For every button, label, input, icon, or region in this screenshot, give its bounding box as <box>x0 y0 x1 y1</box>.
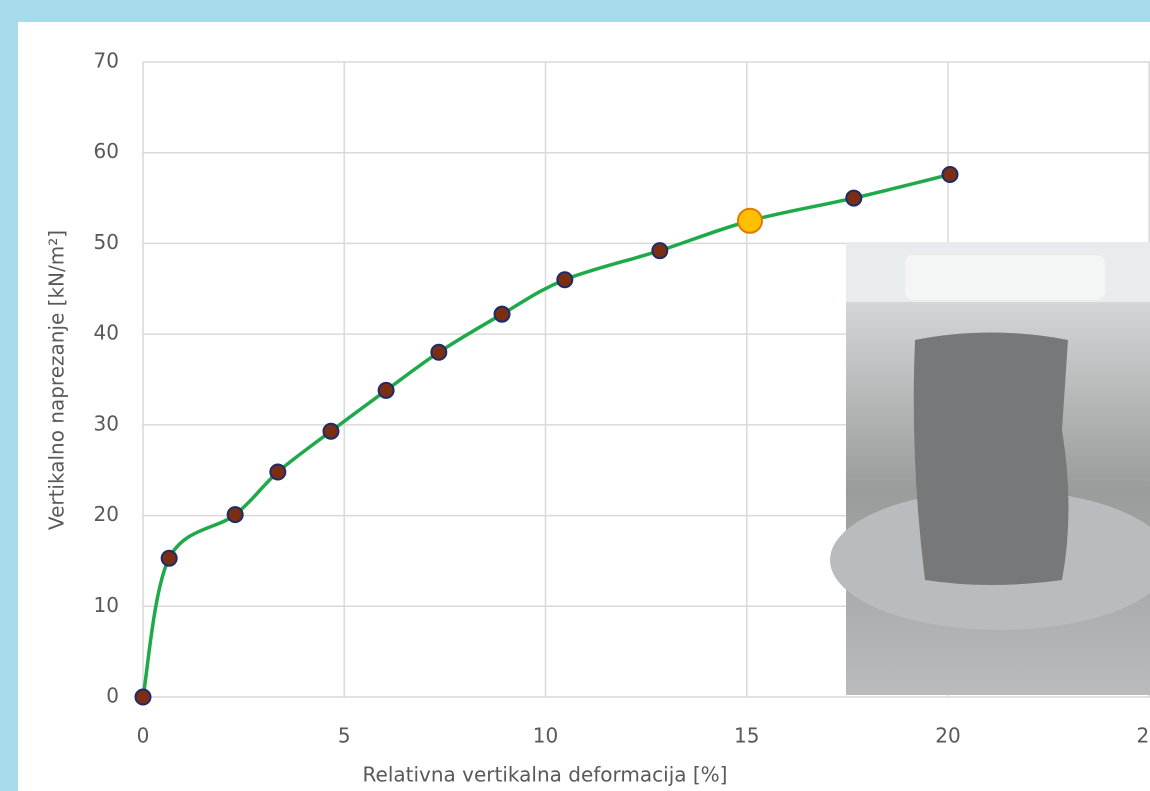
data-marker <box>943 167 958 182</box>
photo-press <box>905 255 1105 300</box>
data-marker <box>495 307 510 322</box>
highlighted-marker <box>738 209 762 233</box>
data-marker <box>136 690 151 705</box>
data-marker <box>846 191 861 206</box>
data-marker <box>557 272 572 287</box>
y-axis-label: Vertikalno naprezanje [kN/m²] <box>45 230 69 530</box>
y-tick-label: 10 <box>94 593 119 617</box>
x-tick-label: 0 <box>137 724 150 748</box>
chart: Relativna vertikalna deformacija [%] Ver… <box>0 0 1150 791</box>
x-tick-label: 20 <box>935 724 960 748</box>
y-tick-label: 70 <box>94 49 119 73</box>
data-marker <box>379 383 394 398</box>
x-tick-label: 15 <box>734 724 759 748</box>
x-tick-label: 5 <box>338 724 351 748</box>
x-tick-label: 10 <box>533 724 558 748</box>
y-tick-label: 60 <box>94 139 119 163</box>
x-axis-label: Relativna vertikalna deformacija [%] <box>363 763 728 787</box>
photo-inset <box>830 242 1150 695</box>
y-tick-label: 40 <box>94 321 119 345</box>
y-tick-label: 50 <box>94 230 119 254</box>
data-marker <box>323 424 338 439</box>
x-tick-label: 25 <box>1137 724 1150 748</box>
data-marker <box>270 465 285 480</box>
data-marker <box>652 243 667 258</box>
y-tick-label: 0 <box>106 684 119 708</box>
y-tick-label: 30 <box>94 411 119 435</box>
page: Relativna vertikalna deformacija [%] Ver… <box>0 0 1150 791</box>
data-marker <box>162 551 177 566</box>
y-tick-label: 20 <box>94 502 119 526</box>
data-marker <box>228 507 243 522</box>
photo-sample <box>914 333 1069 586</box>
data-marker <box>431 345 446 360</box>
